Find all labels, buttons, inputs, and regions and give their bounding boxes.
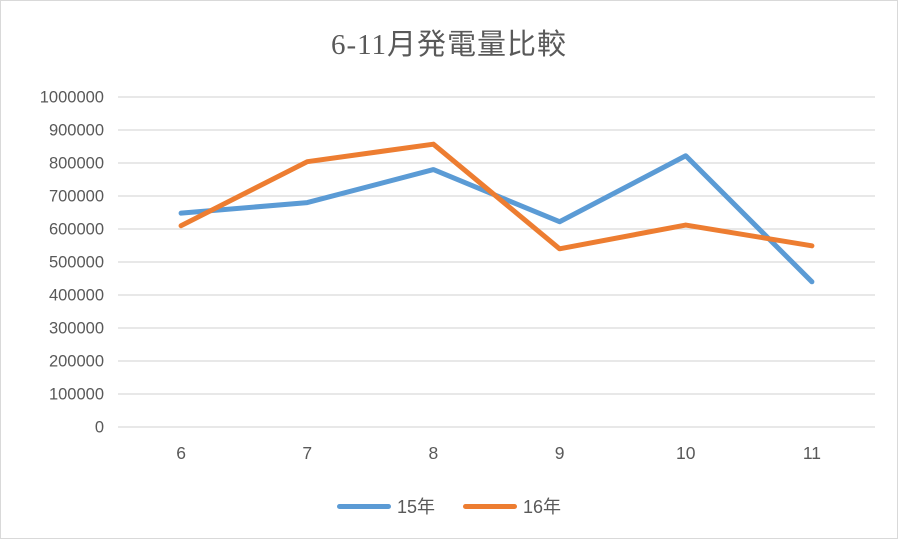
y-axis-tick-label: 0 xyxy=(95,419,104,437)
y-axis-tick-label: 100000 xyxy=(49,386,104,404)
x-axis-tick-label: 8 xyxy=(429,443,439,463)
y-axis-tick-label: 500000 xyxy=(49,254,104,272)
y-axis-tick-label: 800000 xyxy=(49,155,104,173)
x-axis-tick-label: 9 xyxy=(555,443,565,463)
x-axis-tick-label: 10 xyxy=(676,443,696,463)
legend-item-series-0: 15年 xyxy=(336,493,435,519)
x-axis-tick-label: 6 xyxy=(176,443,186,463)
y-axis-tick-label: 300000 xyxy=(49,320,104,338)
series-line-0 xyxy=(178,153,815,285)
legend-line-swatch-blue xyxy=(336,503,391,509)
x-axis-tick-label: 7 xyxy=(302,443,312,463)
y-axis-tick-label: 700000 xyxy=(49,188,104,206)
y-axis-tick-label: 400000 xyxy=(49,287,104,305)
chart-legend: 15年 16年 xyxy=(1,493,897,519)
y-axis-tick-label: 900000 xyxy=(49,122,104,140)
chart-title: 6-11月発電量比較 xyxy=(330,29,568,61)
series-line-1 xyxy=(178,141,815,252)
legend-line-swatch-orange xyxy=(463,503,517,509)
y-axis-tick-label: 600000 xyxy=(49,221,104,239)
legend-label-series-0: 15年 xyxy=(396,497,435,517)
legend-label-series-1: 16年 xyxy=(523,497,562,517)
x-axis-tick-label: 11 xyxy=(803,443,821,463)
legend-item-series-1: 16年 xyxy=(463,493,561,519)
y-axis-tick-label: 200000 xyxy=(49,353,104,371)
y-axis-tick-label: 1000000 xyxy=(40,89,104,107)
